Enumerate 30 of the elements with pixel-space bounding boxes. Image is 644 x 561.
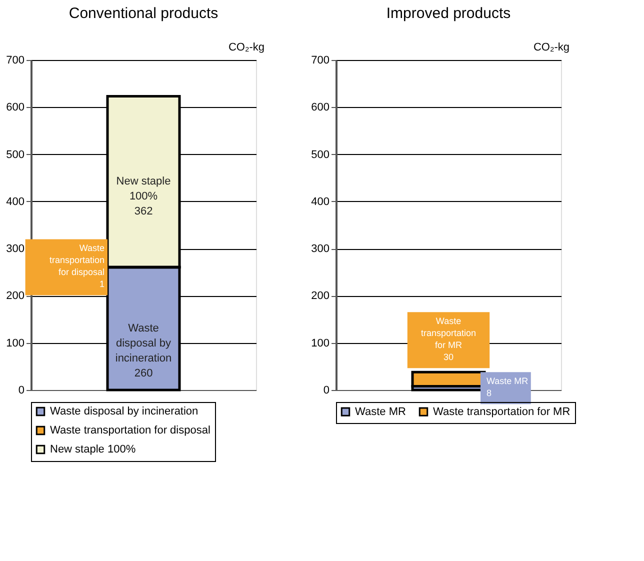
data-label: Waste disposal by incineration 260	[115, 322, 172, 380]
y-tick-label: 600	[311, 102, 330, 114]
legend-label: Waste disposal by incineration	[50, 406, 198, 418]
legend-label: New staple 100%	[50, 444, 136, 456]
legend-label: Waste MR	[355, 406, 406, 418]
y-tick-label: 100	[311, 337, 330, 350]
data-label: Waste transportation for MR 30	[420, 316, 476, 362]
y-tick-label: 0	[18, 384, 24, 396]
y-tick-label: 300	[6, 243, 24, 256]
y-tick-label: 200	[6, 290, 24, 302]
y-tick-label: 500	[6, 148, 24, 161]
y-tick-label: 500	[311, 148, 330, 161]
y-tick-label: 200	[311, 290, 330, 302]
y-tick-label: 100	[6, 337, 24, 350]
y-axis-title: CO₂-kg	[228, 42, 264, 54]
data-label: New staple 100% 362	[116, 176, 171, 218]
y-tick-label: 700	[6, 54, 24, 66]
y-tick-label: 700	[311, 54, 330, 66]
chart-title: Improved products	[386, 5, 511, 22]
y-tick-label: 400	[6, 196, 24, 208]
y-tick-label: 0	[323, 384, 330, 396]
y-tick-label: 400	[311, 196, 330, 208]
y-tick-label: 300	[311, 243, 330, 256]
chart-title: Conventional products	[68, 5, 218, 22]
y-axis-title: CO₂-kg	[533, 42, 570, 54]
annotation: Waste MR 8	[486, 376, 529, 398]
y-tick-label: 600	[6, 102, 24, 114]
legend-label: Waste transportation for disposal	[50, 424, 210, 436]
annotation: Waste transportation for disposal 1	[49, 243, 104, 290]
legend-label: Waste transportation for MR	[433, 406, 570, 418]
